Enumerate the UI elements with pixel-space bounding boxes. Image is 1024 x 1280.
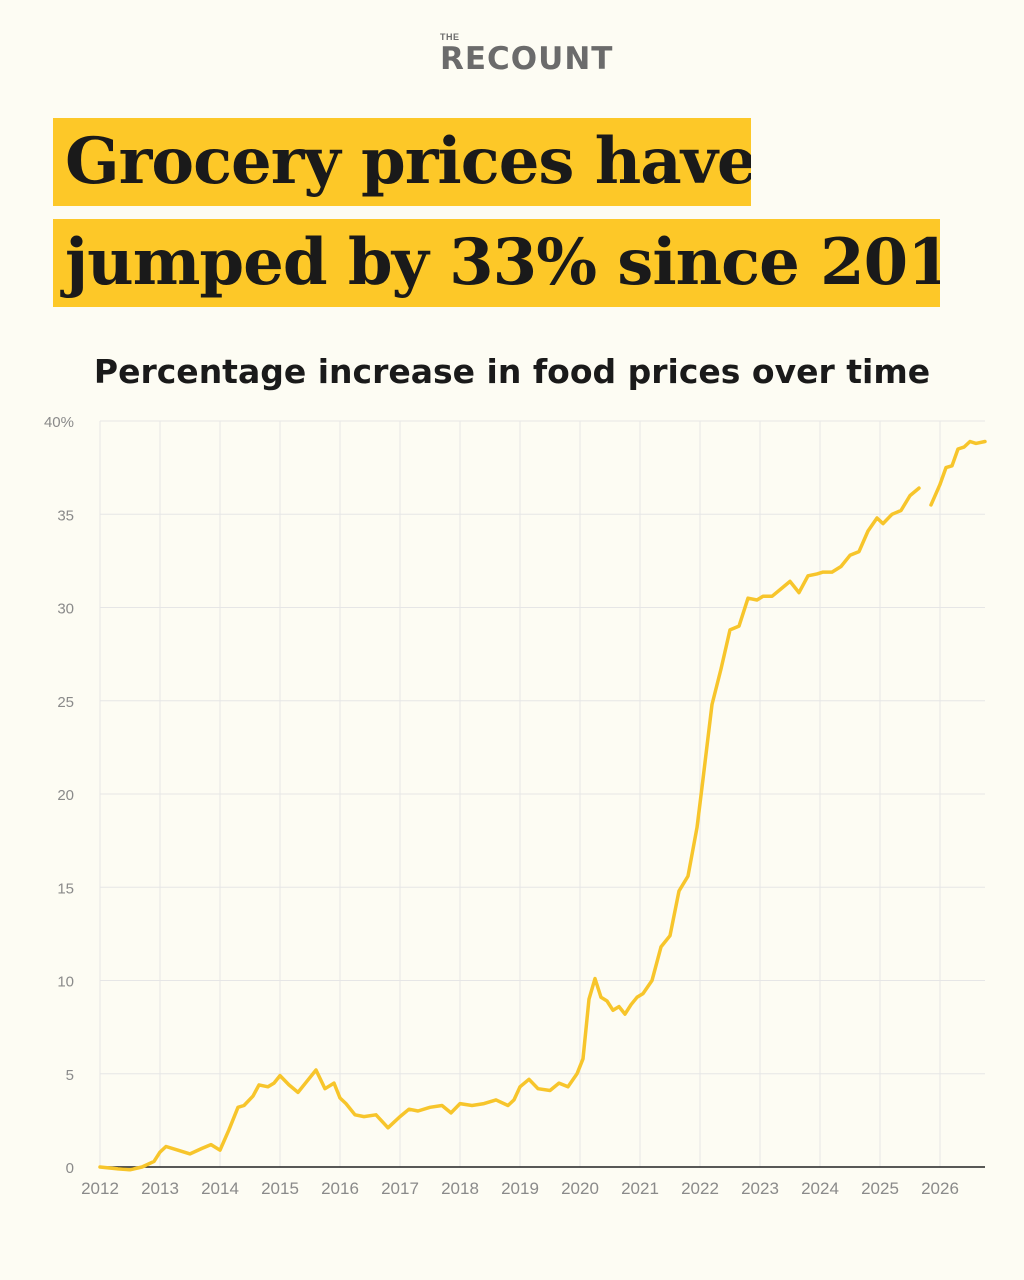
- y-tick-label: 30: [57, 601, 74, 618]
- x-tick-label: 2015: [261, 1179, 299, 1198]
- x-tick-labels: 2012 2013 2014 2015 2016 2017 2018 2019 2020 2021…: [81, 1179, 959, 1198]
- grid-lines: [99, 420, 985, 1167]
- x-tick-label: 2013: [141, 1179, 179, 1198]
- x-tick-label: 2024: [801, 1179, 839, 1198]
- y-tick-label: 35: [57, 507, 74, 524]
- y-tick-label: 5: [66, 1067, 74, 1084]
- x-tick-label: 2019: [501, 1179, 539, 1198]
- headline-line-2: jumped by 33% since 2019: [53, 219, 940, 307]
- brand-main-text: RECOUNT: [440, 41, 614, 77]
- x-tick-label: 2014: [201, 1179, 239, 1198]
- chart-title: Percentage increase in food prices over …: [93, 352, 931, 391]
- x-tick-label: 2023: [741, 1179, 779, 1198]
- x-tick-label: 2022: [681, 1179, 719, 1198]
- brand-small-text: THE: [440, 32, 460, 42]
- x-tick-label: 2021: [621, 1179, 659, 1198]
- x-tick-label: 2026: [921, 1179, 959, 1198]
- series-line-1: [98, 486, 921, 1172]
- x-tick-label: 2017: [381, 1179, 419, 1198]
- x-tick-label: 2018: [441, 1179, 479, 1198]
- x-tick-label: 2025: [861, 1179, 899, 1198]
- y-tick-labels: 0 5 10 15 20 25 30 35 40%: [44, 414, 74, 1177]
- series-line-2: [929, 439, 987, 507]
- x-tick-label: 2012: [81, 1179, 119, 1198]
- x-tick-label: 2016: [321, 1179, 359, 1198]
- y-tick-label: 25: [57, 694, 74, 711]
- y-tick-label: 40%: [44, 414, 74, 431]
- y-tick-label: 0: [66, 1160, 74, 1177]
- y-tick-label: 10: [57, 974, 74, 991]
- headline-line-1: Grocery prices have: [53, 118, 751, 206]
- x-tick-label: 2020: [561, 1179, 599, 1198]
- y-tick-label: 15: [57, 880, 74, 897]
- y-tick-label: 20: [57, 787, 74, 804]
